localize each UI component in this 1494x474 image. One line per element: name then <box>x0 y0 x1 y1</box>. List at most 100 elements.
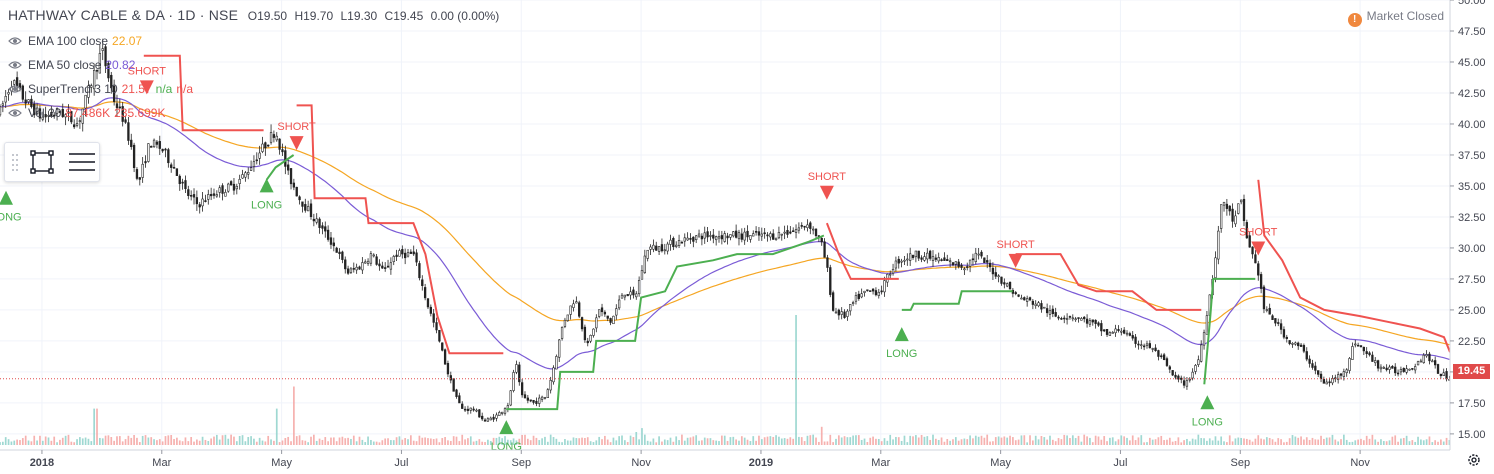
volume-bar <box>438 442 441 445</box>
candle-down <box>1262 286 1266 310</box>
candle-up <box>1399 369 1403 373</box>
legend-ema100[interactable]: EMA 100 close 22.07 <box>8 34 142 48</box>
volume-bar <box>1362 440 1365 445</box>
volume-bar <box>481 441 484 445</box>
candle-up <box>1048 310 1052 315</box>
volume-bar <box>675 436 678 445</box>
volume-bar <box>1168 437 1171 445</box>
volume-bar <box>173 439 175 445</box>
volume-bar <box>869 437 872 445</box>
volume-bar <box>64 435 67 445</box>
candle-up <box>1348 358 1351 371</box>
legend-volume[interactable]: Vol 20 87.486K 235.699K <box>8 106 165 120</box>
volume-bar <box>663 439 666 445</box>
candle-down <box>415 252 418 263</box>
candle-up <box>575 301 578 304</box>
volume-bar <box>207 441 210 445</box>
candle-down <box>920 257 923 260</box>
legend-ema50[interactable]: EMA 50 close 20.82 <box>8 58 135 72</box>
candle-down <box>986 260 989 263</box>
candle-down <box>309 203 313 218</box>
candle-up <box>1065 318 1069 320</box>
rectangle-tool-icon[interactable] <box>30 150 54 174</box>
candle-up <box>646 249 649 259</box>
volume-bar <box>1348 442 1351 445</box>
volume-bar <box>153 439 155 445</box>
candle-up <box>900 260 903 263</box>
legend-supertrend-up: n/a <box>155 82 173 96</box>
candle-up <box>469 407 472 411</box>
volume-bar <box>566 440 569 445</box>
candle-down <box>175 168 179 176</box>
candle-down <box>466 408 470 411</box>
candle-up <box>84 94 87 109</box>
legend-supertrend[interactable]: SuperTrend 3 10 21.57 n/a n/a <box>8 82 193 96</box>
candle-up <box>355 266 358 271</box>
volume-bar <box>909 435 912 445</box>
candle-up <box>1351 346 1354 360</box>
supertrend-up-segment <box>901 290 1013 311</box>
candle-up <box>1088 320 1092 325</box>
candle-down <box>138 177 141 180</box>
volume-bar <box>1388 440 1391 445</box>
candle-down <box>1319 373 1323 379</box>
candle-up <box>147 143 150 162</box>
market-status[interactable]: ! Market Closed <box>1347 9 1444 27</box>
line-style-icon[interactable] <box>69 153 95 171</box>
volume-bar <box>669 437 672 445</box>
candle-up <box>657 246 661 252</box>
eye-icon[interactable] <box>8 82 22 96</box>
volume-bar <box>338 437 341 445</box>
gear-icon[interactable] <box>1466 452 1482 468</box>
volume-bar <box>1405 435 1408 445</box>
candle-down <box>609 318 612 323</box>
candle-up <box>629 291 632 296</box>
candle-down <box>1254 254 1257 264</box>
volume-bar <box>1240 437 1243 445</box>
candle-up <box>677 239 681 246</box>
volume-bar <box>1265 437 1268 445</box>
short-signal-label: SHORT <box>277 121 316 133</box>
change-value: 0.00 (0.00%) <box>430 9 500 23</box>
volume-bar <box>1437 441 1439 445</box>
long-signal-label: LONG <box>251 199 282 211</box>
candle-down <box>332 242 335 247</box>
symbol-title[interactable]: HATHWAY CABLE & DA · 1D · NSE <box>8 7 239 23</box>
candle-down <box>1308 358 1311 364</box>
candle-down <box>418 263 421 279</box>
candle-down <box>1245 222 1249 239</box>
candle-down <box>281 149 284 153</box>
candle-down <box>127 122 130 141</box>
candle-up <box>812 228 815 231</box>
drag-handle-icon[interactable] <box>12 154 18 171</box>
volume-bar <box>158 439 161 445</box>
eye-icon[interactable] <box>8 106 22 120</box>
eye-icon[interactable] <box>8 34 22 48</box>
eye-icon[interactable] <box>8 58 22 72</box>
candle-up <box>1191 371 1194 379</box>
candle-down <box>318 218 321 228</box>
candle-down <box>1376 360 1380 369</box>
time-axis-bg <box>0 450 1450 474</box>
volume-bar <box>960 439 963 445</box>
candle-down <box>221 185 224 194</box>
candle-up <box>569 305 572 315</box>
volume-bar <box>293 386 295 445</box>
volume-bar <box>518 438 521 445</box>
candle-up <box>643 255 646 273</box>
candle-up <box>13 80 16 85</box>
time-tick-label: Mar <box>871 457 890 469</box>
volume-bar <box>501 438 504 445</box>
candle-up <box>398 250 401 257</box>
candle-up <box>1405 368 1408 373</box>
candle-up <box>1222 201 1226 206</box>
supertrend-up-segment <box>265 154 295 181</box>
volume-bar <box>1091 442 1094 445</box>
volume-bar <box>1368 438 1371 445</box>
volume-bar <box>521 434 523 445</box>
candle-down <box>928 250 932 259</box>
volume-bar <box>1163 440 1165 445</box>
candle-down <box>452 378 455 392</box>
volume-bar <box>81 438 84 445</box>
